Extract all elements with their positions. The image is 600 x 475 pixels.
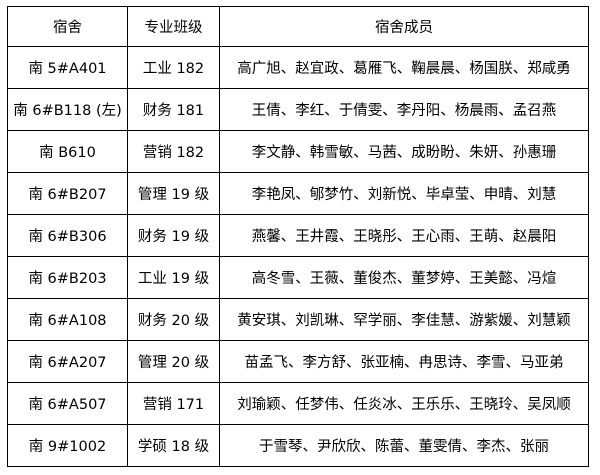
header-dorm: 宿舍: [7, 6, 128, 47]
dorm-cell: 南 6#B118 (左): [7, 88, 128, 131]
dormitory-table: 宿舍 专业班级 宿舍成员 南 5#A401 工业 182 高广旭、赵宜政、葛雁飞、鞠…: [7, 6, 589, 467]
dorm-cell: 南 B610: [7, 130, 128, 173]
members-cell: 黄安琪、刘凯琳、罕学丽、李佳慧、游紫媛、刘慧颖: [219, 298, 589, 341]
table-row: 南 6#A507 营销 171 刘瑜颖、任梦伟、任炎冰、王乐乐、王晓玲、吴凤顺: [7, 382, 589, 425]
members-cell: 王倩、李红、于倩雯、李丹阳、杨晨雨、孟召燕: [219, 88, 589, 131]
members-cell: 高广旭、赵宜政、葛雁飞、鞠晨晨、杨国朕、郑咸勇: [219, 46, 589, 89]
dorm-cell: 南 6#B207: [7, 172, 128, 215]
class-cell: 学硕 18 级: [127, 424, 220, 467]
header-members: 宿舍成员: [219, 6, 589, 47]
members-cell: 苗孟飞、李方舒、张亚楠、冉思诗、李雪、马亚弟: [219, 340, 589, 383]
table-row: 南 B610 营销 182 李文静、韩雪敏、马茜、成盼盼、朱妍、孙惠珊: [7, 130, 589, 173]
class-cell: 工业 182: [127, 46, 220, 89]
class-cell: 营销 171: [127, 382, 220, 425]
members-cell: 燕馨、王井霞、王晓彤、王心雨、王萌、赵晨阳: [219, 214, 589, 257]
table-row: 南 6#B306 财务 19 级燕馨、王井霞、王晓彤、王心雨、王萌、赵晨阳: [7, 214, 589, 257]
members-cell: 李文静、韩雪敏、马茜、成盼盼、朱妍、孙惠珊: [219, 130, 589, 173]
table-row: 南 5#A401 工业 182 高广旭、赵宜政、葛雁飞、鞠晨晨、杨国朕、郑咸勇: [7, 46, 589, 89]
class-cell: 工业 19 级: [127, 256, 220, 299]
dorm-cell: 南 6#B306: [7, 214, 128, 257]
table-row: 南 6#B203 工业 19 级高冬雪、王薇、董俊杰、董梦婷、王美懿、冯煊: [7, 256, 589, 299]
table-row: 南 6#B118 (左) 财务 181 王倩、李红、于倩雯、李丹阳、杨晨雨、孟召燕: [7, 88, 589, 131]
header-class: 专业班级: [127, 6, 220, 47]
class-cell: 财务 19 级: [127, 214, 220, 257]
class-cell: 财务 20 级: [127, 298, 220, 341]
dorm-cell: 南 6#B203: [7, 256, 128, 299]
dorm-cell: 南 5#A401: [7, 46, 128, 89]
class-cell: 财务 181: [127, 88, 220, 131]
table-row: 南 6#A108 财务 20 级黄安琪、刘凯琳、罕学丽、李佳慧、游紫媛、刘慧颖: [7, 298, 589, 341]
dorm-cell: 南 6#A507: [7, 382, 128, 425]
dorm-cell: 南 6#A207: [7, 340, 128, 383]
dorm-cell: 南 6#A108: [7, 298, 128, 341]
members-cell: 刘瑜颖、任梦伟、任炎冰、王乐乐、王晓玲、吴凤顺: [219, 382, 589, 425]
members-cell: 高冬雪、王薇、董俊杰、董梦婷、王美懿、冯煊: [219, 256, 589, 299]
table-row: 南 6#A207 管理 20 级苗孟飞、李方舒、张亚楠、冉思诗、李雪、马亚弟: [7, 340, 589, 383]
members-cell: 李艳凤、郇梦竹、刘新悦、毕卓莹、申晴、刘慧: [219, 172, 589, 215]
table-row: 南 9#1002 学硕 18 级于雪琴、尹欣欣、陈蕾、董雯倩、李杰、张丽: [7, 424, 589, 467]
table-header-row: 宿舍 专业班级 宿舍成员: [7, 6, 589, 47]
members-cell: 于雪琴、尹欣欣、陈蕾、董雯倩、李杰、张丽: [219, 424, 589, 467]
dorm-cell: 南 9#1002: [7, 424, 128, 467]
class-cell: 管理 19 级: [127, 172, 220, 215]
table-row: 南 6#B207 管理 19 级李艳凤、郇梦竹、刘新悦、毕卓莹、申晴、刘慧: [7, 172, 589, 215]
class-cell: 营销 182: [127, 130, 220, 173]
class-cell: 管理 20 级: [127, 340, 220, 383]
